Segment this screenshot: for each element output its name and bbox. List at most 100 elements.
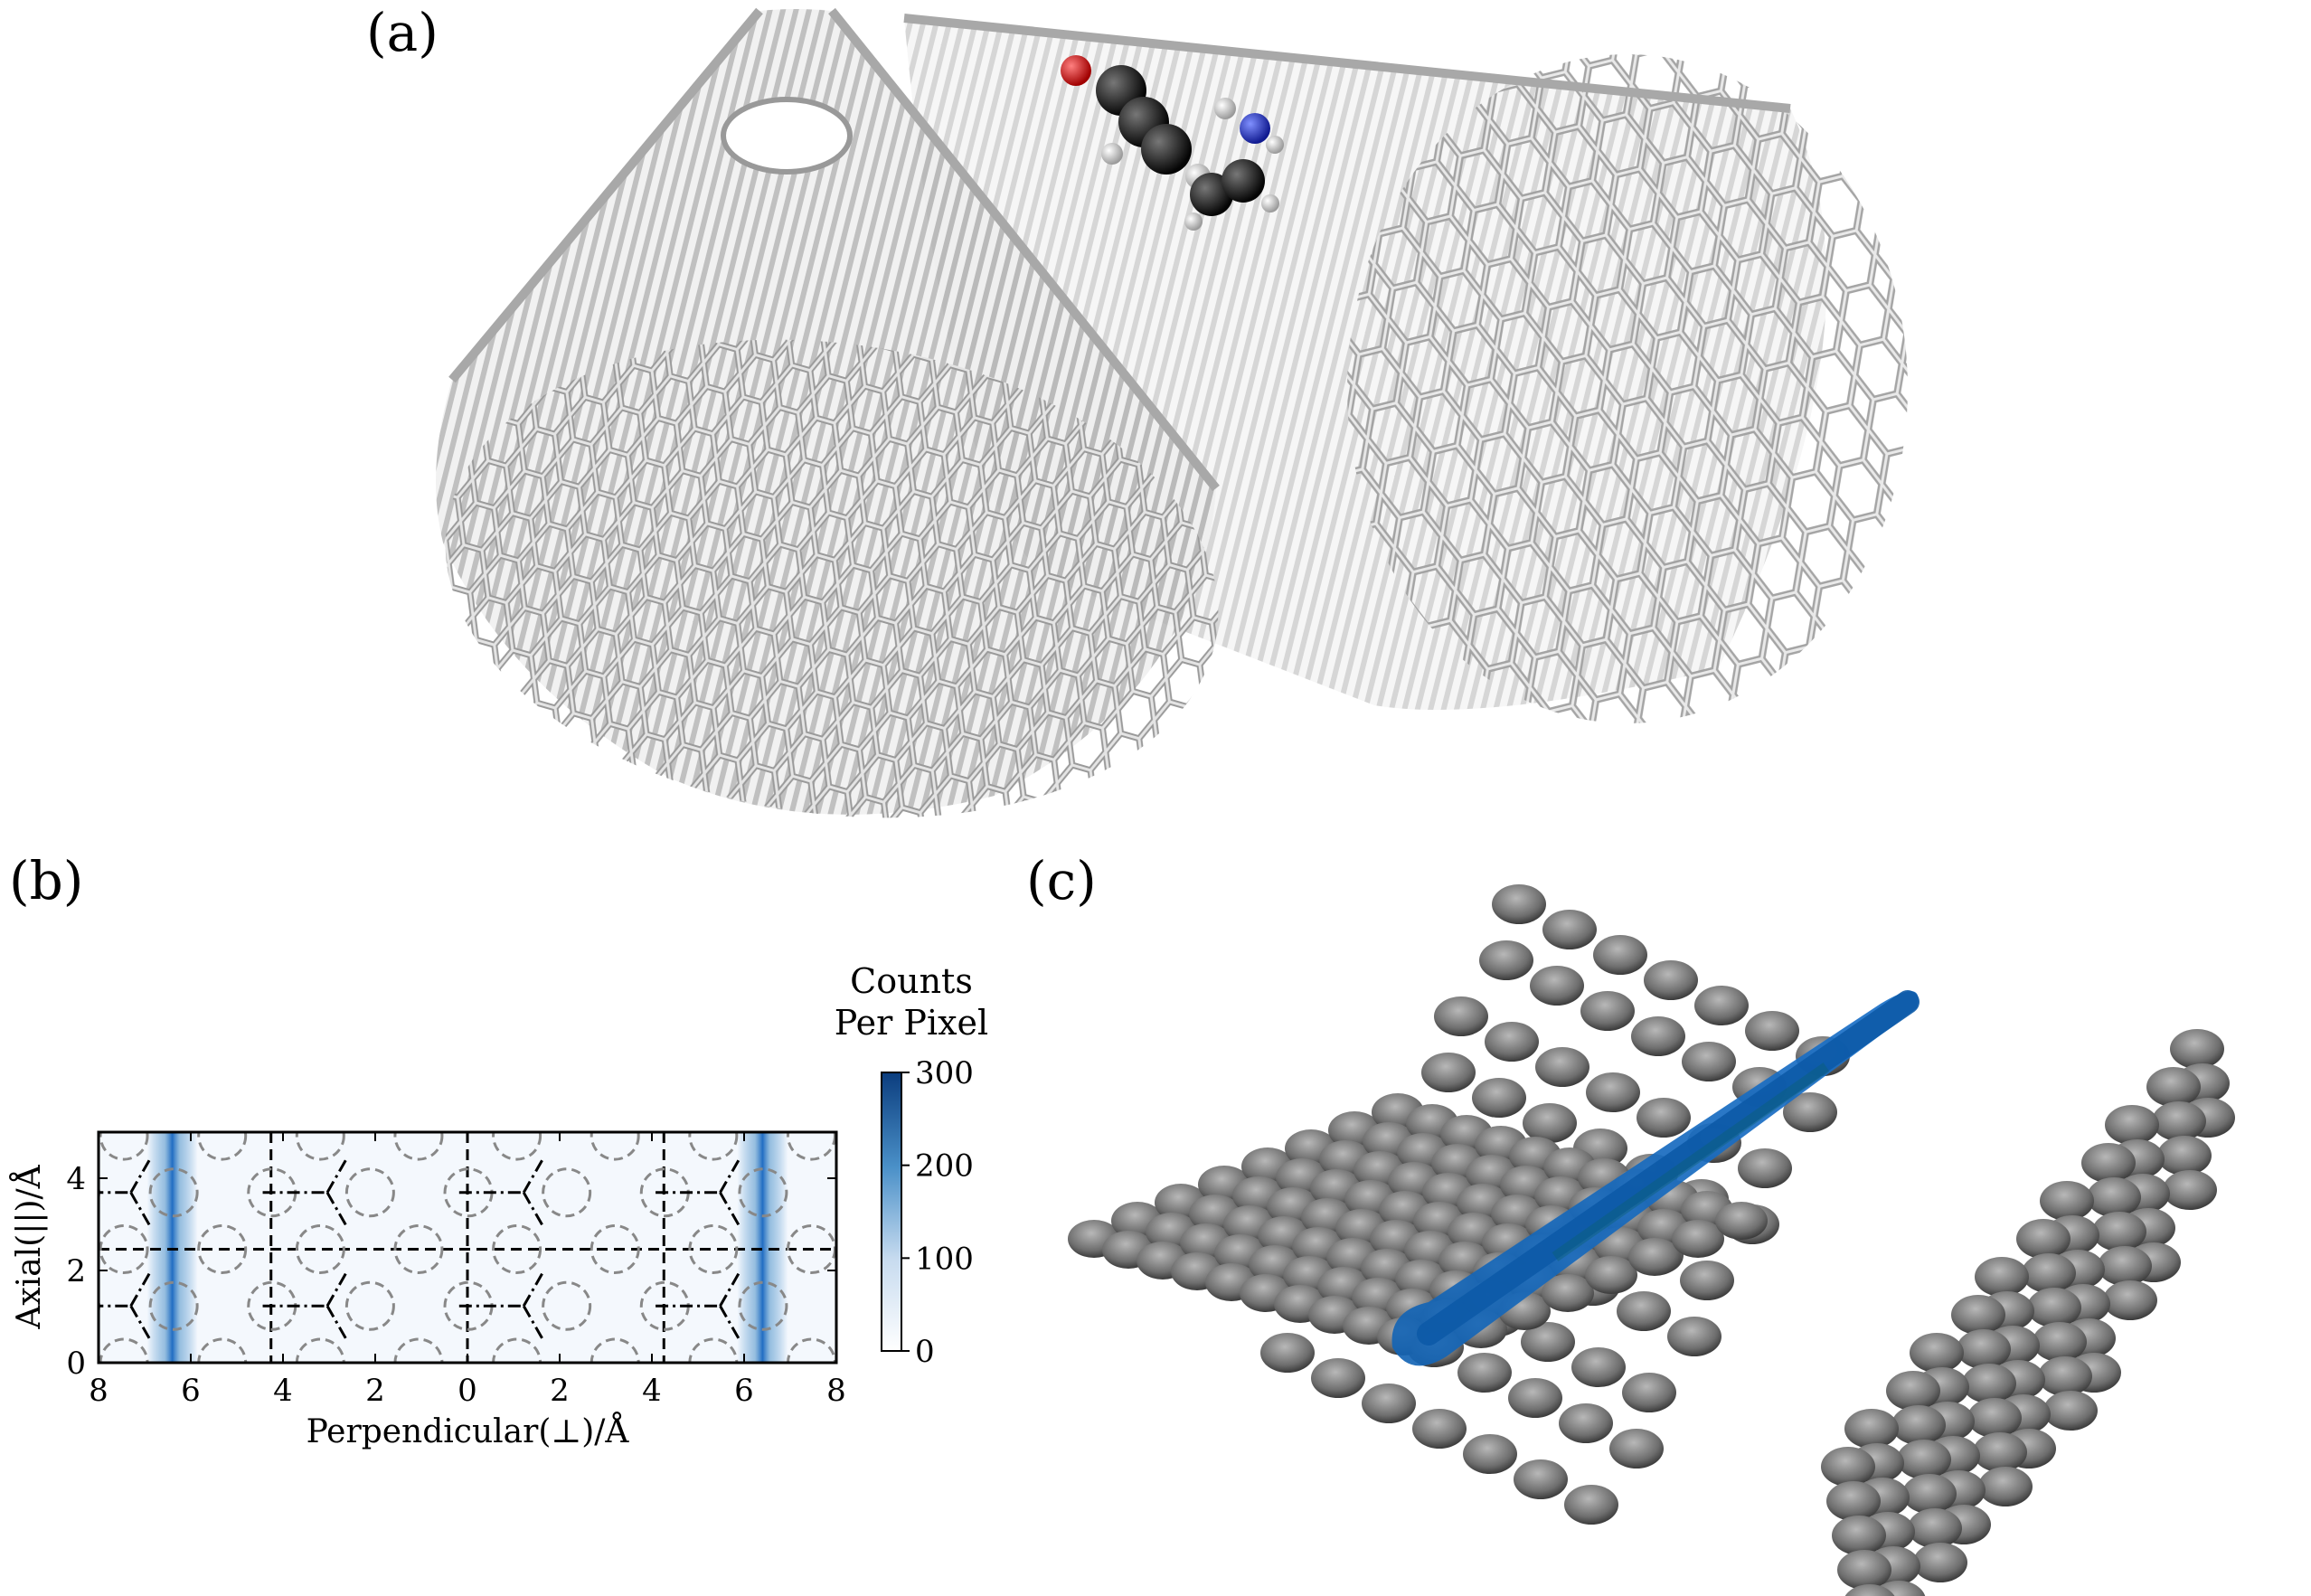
atom-site-circle <box>590 1224 640 1275</box>
bond-line <box>325 1192 347 1226</box>
atom-site-circle <box>738 1280 788 1331</box>
bond-line <box>129 1272 151 1308</box>
atom-sphere <box>1472 1078 1526 1118</box>
bond-line <box>522 1272 543 1308</box>
atom-sphere <box>1783 1092 1837 1132</box>
bond-line <box>522 1159 543 1194</box>
nanotube-left <box>436 7 1220 818</box>
atom-sphere <box>1975 1257 2029 1297</box>
atom-site-circle <box>99 1337 149 1363</box>
atom-sphere <box>1910 1333 1964 1373</box>
atom-site-circle <box>295 1132 345 1161</box>
atom-sphere <box>1508 1378 1562 1418</box>
atom-sphere <box>2040 1181 2094 1221</box>
panel-c-label: (c) <box>1026 850 1097 911</box>
atom-sphere <box>2092 1212 2146 1251</box>
atom-site-circle <box>688 1337 739 1363</box>
panel-c: (c) <box>1013 841 2311 1596</box>
atom-sphere <box>1617 1291 1671 1331</box>
atom-sphere <box>1908 1508 1962 1548</box>
atom-sphere <box>1694 986 1749 1025</box>
atom-sphere <box>1631 1016 1685 1056</box>
atom-sphere <box>1421 1053 1476 1092</box>
atom-sphere <box>1585 1256 1637 1294</box>
atom-site-circle <box>393 1224 444 1275</box>
colorbar-title-line2: Per Pixel <box>835 1003 988 1043</box>
atom-sphere <box>1628 1238 1681 1276</box>
atom-sphere <box>1962 1364 2016 1403</box>
atom-sphere <box>1957 1329 2011 1369</box>
y-axis-label: Axial(||)/Å <box>10 1164 48 1329</box>
atom-sphere <box>1571 1347 1626 1387</box>
x-tick-label: 2 <box>365 1373 385 1409</box>
molecule-model <box>1061 55 1284 231</box>
panel-a-label: (a) <box>366 2 439 63</box>
atom-site-circle <box>590 1132 640 1161</box>
atom-sphere <box>2038 1356 2092 1396</box>
atom-sphere <box>1492 884 1546 924</box>
bond-line <box>719 1159 740 1194</box>
atom-sphere <box>1826 1481 1881 1521</box>
atom-sphere <box>1463 1434 1517 1474</box>
atom-sphere <box>2087 1177 2141 1217</box>
colorbar <box>881 1072 902 1352</box>
x-tick-label: 0 <box>457 1373 477 1409</box>
bond-line <box>129 1159 151 1194</box>
atom-site-circle <box>492 1337 542 1363</box>
atom-sphere <box>1521 1322 1575 1362</box>
atom-sphere <box>1542 1274 1594 1312</box>
colorbar-title-line1: Counts <box>850 961 973 1001</box>
atom-site-circle <box>786 1224 836 1275</box>
atom-sphere <box>2033 1322 2087 1362</box>
atom-sphere <box>1457 1353 1512 1393</box>
atom-sphere <box>1913 1543 1967 1582</box>
atom-site-circle <box>148 1167 199 1218</box>
atom-sphere <box>1745 1011 1799 1051</box>
bond-line <box>325 1272 347 1308</box>
atom-site-circle <box>492 1224 542 1275</box>
panel-a: (a) <box>366 2 1908 818</box>
atom-sphere <box>1821 1447 1875 1487</box>
atom-sphere <box>2016 1219 2070 1259</box>
bond-line <box>719 1272 740 1308</box>
atom-sphere <box>1844 1409 1899 1449</box>
atom-sphere <box>1530 966 1584 1006</box>
x-tick-label: 4 <box>642 1373 662 1409</box>
bond-line <box>325 1159 347 1194</box>
atom-sphere <box>1412 1409 1467 1449</box>
atom-sphere <box>1637 1098 1691 1138</box>
atom-sphere <box>2098 1246 2152 1286</box>
atom-sphere <box>1485 1022 1539 1062</box>
x-tick-label: 6 <box>181 1373 201 1409</box>
atom-sphere <box>1832 1516 1886 1555</box>
atom-sphere <box>1622 1373 1676 1412</box>
atom-site-circle <box>344 1280 395 1331</box>
bond-line <box>129 1305 151 1339</box>
nanotube-illustration <box>436 7 1908 818</box>
atom-sheet-illustration <box>1068 884 2235 1596</box>
atom-sphere <box>2105 1105 2159 1145</box>
colorbar-tick-label: 300 <box>915 1055 974 1091</box>
density-band <box>146 1132 198 1363</box>
atom-sphere <box>1535 1047 1589 1087</box>
atom-sphere <box>1260 1333 1315 1373</box>
atom-sphere <box>1667 1317 1721 1356</box>
atom-sphere <box>1593 935 1647 975</box>
atom-sphere <box>1902 1474 1957 1514</box>
x-tick-label: 2 <box>550 1373 570 1409</box>
atom-sphere <box>1738 1148 1792 1188</box>
atom-site-circle <box>542 1280 592 1331</box>
atom-site-circle <box>786 1132 836 1161</box>
colorbar-tick-label: 0 <box>915 1334 935 1370</box>
bond-line <box>129 1192 151 1226</box>
atom-site-circle <box>295 1337 345 1363</box>
atom-site-circle <box>197 1224 248 1275</box>
atom-site-circle <box>542 1167 592 1218</box>
atom-site-circle <box>344 1167 395 1218</box>
colorbar-tick-label: 100 <box>915 1241 974 1277</box>
x-tick-label: 4 <box>273 1373 293 1409</box>
atom-sphere <box>1434 996 1488 1036</box>
x-tick-label: 6 <box>734 1373 754 1409</box>
